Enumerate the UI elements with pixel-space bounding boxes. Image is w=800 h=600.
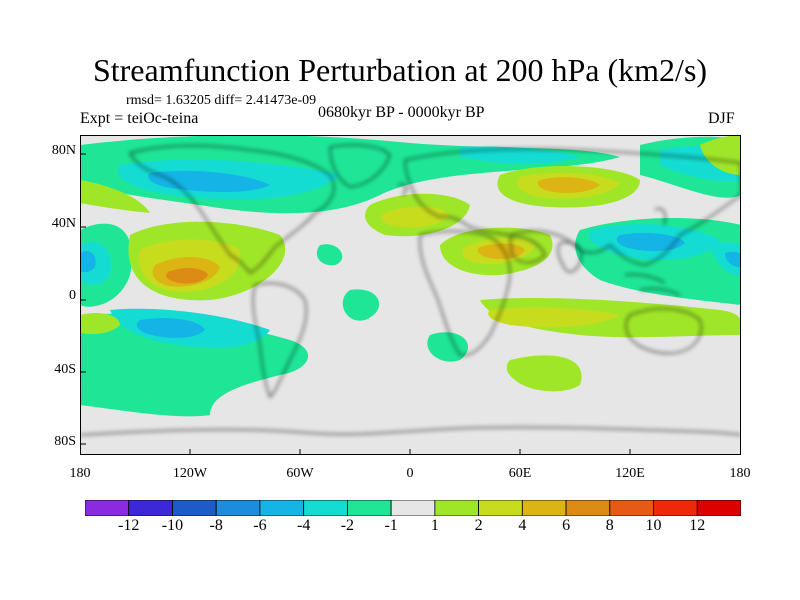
colorbar-label: -4	[296, 517, 311, 534]
colorbar-box	[259, 500, 305, 516]
colorbar-box	[696, 500, 741, 516]
colorbar-box	[653, 500, 698, 516]
colorbar-label: -2	[340, 517, 355, 534]
colorbar-label: 10	[645, 517, 662, 534]
colorbar-label: 12	[689, 517, 706, 534]
lon-label-180e: 180	[729, 466, 751, 481]
lon-label-0: 0	[406, 466, 414, 481]
lon-label-180w: 180	[69, 466, 91, 481]
colorbar-box	[390, 500, 436, 516]
colorbar-label: -6	[253, 517, 267, 534]
colorbar-box	[565, 500, 611, 516]
lat-label-eq: 0	[69, 288, 76, 303]
experiment-label: Expt = teiOc-teina	[80, 110, 199, 127]
lon-label-60w: 60W	[286, 466, 314, 481]
lon-label-120e: 120E	[615, 466, 645, 481]
colorbar-box	[478, 500, 523, 516]
colorbar-label: -10	[161, 517, 184, 534]
negative-anomalies-core	[80, 170, 741, 338]
colorbar-label: -8	[209, 517, 223, 534]
colorbar	[85, 500, 741, 516]
colorbar-label: -1	[384, 517, 398, 534]
colorbar-label: 2	[474, 517, 483, 534]
colorbar-label: 8	[605, 517, 614, 534]
colorbar-label: 6	[562, 517, 571, 534]
colorbar-box	[346, 500, 392, 516]
lat-label-80s: 80S	[54, 434, 76, 449]
colorbar-label: -12	[118, 517, 140, 534]
colorbar-box	[215, 500, 261, 516]
map-ticks	[80, 153, 631, 455]
colorbar-box	[609, 500, 654, 516]
period-label: 0680kyr BP - 0000kyr BP	[318, 104, 485, 121]
season-label: DJF	[708, 110, 735, 127]
colorbar-box	[303, 500, 348, 516]
stats-text: rmsd= 1.63205 diff= 2.41473e-09	[126, 93, 317, 108]
colorbar-label: 1	[430, 517, 439, 534]
colorbar-box	[434, 500, 479, 516]
lat-label-40s: 40S	[54, 362, 76, 377]
coastlines	[80, 144, 741, 436]
lat-label-80n: 80N	[51, 143, 76, 158]
colorbar-box	[521, 500, 567, 516]
lon-label-60e: 60E	[508, 466, 532, 481]
colorbar-box	[172, 500, 217, 516]
lon-label-120w: 120W	[172, 466, 208, 481]
map-panel	[80, 135, 741, 455]
positive-anomalies-peak	[166, 268, 208, 284]
colorbar-label: 4	[518, 517, 527, 534]
plot-title: Streamfunction Perturbation at 200 hPa (…	[92, 52, 708, 88]
colorbar-box	[85, 500, 130, 516]
colorbar-box	[128, 500, 173, 516]
lat-label-40n: 40N	[51, 216, 76, 231]
negative-anomalies-strong	[80, 146, 741, 348]
